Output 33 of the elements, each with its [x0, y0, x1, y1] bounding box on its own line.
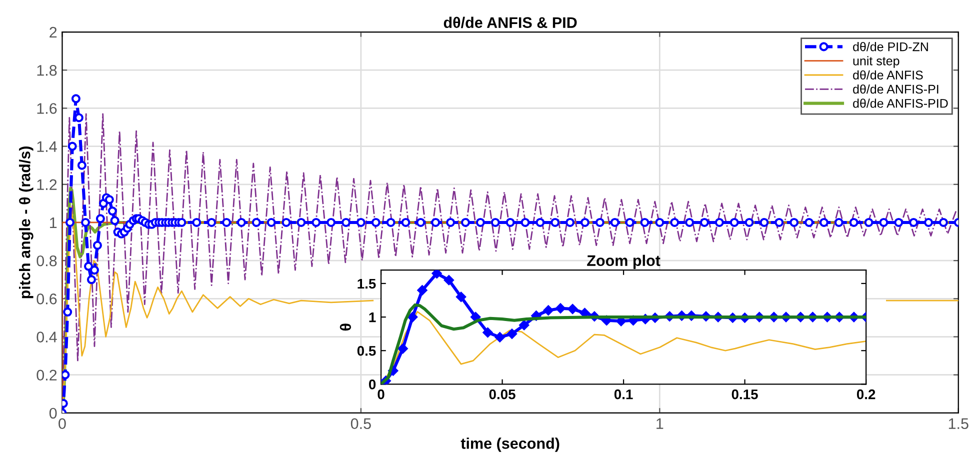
y-tick-label: 0.4: [36, 332, 57, 342]
y-tick-label: 2: [50, 26, 57, 38]
legend-label: dθ/de PID-ZN: [853, 42, 928, 52]
y-tick-label: 0.6: [36, 294, 57, 304]
x-tick-label: 0.15: [732, 389, 758, 400]
y-tick-label: 1.4: [37, 141, 57, 152]
y-axis-title: pitch angle - θ (rad/s): [19, 146, 34, 298]
y-axis-title: θ: [340, 324, 352, 331]
y-tick-label: 0: [368, 380, 376, 390]
x-tick-label: 0.1: [614, 389, 633, 400]
y-tick-label: 1.2: [37, 179, 57, 190]
x-tick-label: 0: [58, 418, 66, 430]
legend-label: dθ/de ANFIS: [853, 70, 923, 80]
x-tick-label: 1: [656, 418, 664, 429]
chart-title: Zoom plot: [587, 254, 660, 270]
x-tick-label: 0: [378, 389, 384, 400]
legend-label: dθ/de ANFIS-PI: [853, 84, 938, 94]
y-tick-label: 1: [50, 218, 57, 228]
y-tick-label: 1.5: [358, 278, 376, 289]
y-tick-label: 0.2: [36, 370, 57, 381]
y-tick-label: 0.8: [36, 255, 57, 266]
x-tick-label: 0.2: [856, 389, 876, 400]
y-tick-label: 1: [369, 312, 376, 322]
y-tick-label: 0: [49, 408, 57, 419]
legend-label: unit step: [853, 56, 900, 68]
x-tick-label: 0.05: [489, 389, 516, 400]
y-tick-label: 0.5: [357, 346, 376, 356]
legend-label: dθ/de ANFIS-PID: [853, 98, 948, 108]
x-axis-title: time (second): [460, 438, 560, 452]
x-tick-label: 1.5: [948, 418, 968, 430]
y-tick-label: 1.6: [37, 103, 57, 114]
y-tick-label: 1.8: [37, 64, 57, 76]
chart-title: dθ/de ANFIS & PID: [444, 16, 577, 28]
